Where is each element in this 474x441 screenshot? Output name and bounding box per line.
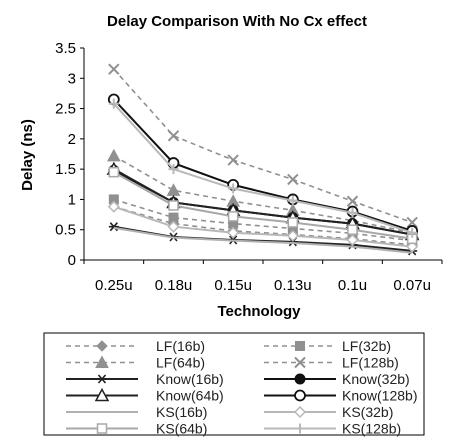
y-tick-label: 1 [68,191,76,208]
series-line [113,103,413,234]
data-point [108,222,119,232]
series-ks-128b [108,98,418,238]
y-tick-label: 3 [68,70,76,87]
data-point [168,200,179,211]
legend-label: Know(64b) [156,388,224,404]
data-point [406,240,419,253]
data-point [286,229,299,242]
series-line [113,198,413,242]
x-tick-label: 0.13u [274,277,312,294]
data-point [108,63,120,75]
data-point [346,195,359,207]
y-axis-ticks: 0 0.5 1 1.5 2 2.5 3 3.5 [55,40,84,269]
legend-item: KS(32b) [264,404,393,420]
legend-label: KS(64b) [156,421,207,437]
data-point [167,130,180,142]
x-tick-label: 0.07u [393,277,431,294]
y-tick-label: 0 [68,252,76,269]
legend-marker [97,374,107,384]
legend-label: LF(32b) [342,338,391,354]
data-point [407,227,418,238]
series-line [113,68,413,224]
legend-marker [294,373,306,385]
legend-label: LF(16b) [156,338,205,354]
data-point [347,224,358,235]
legend-marker [293,405,307,419]
data-point [227,154,239,166]
legend-item: LF(32b) [264,338,391,354]
data-point [106,148,121,162]
series-line [113,155,413,234]
legend-item: Know(64b) [66,388,224,404]
legend-item: LF(128b) [264,355,399,371]
legend-marker [96,340,108,352]
chart-title: Delay Comparison With No Cx effect [107,13,367,30]
series-line [113,98,413,232]
legend-label: Know(16b) [156,371,224,387]
legend-item: LF(16b) [66,338,205,354]
y-axis-title: Delay (ns) [19,119,36,191]
data-point [227,226,240,239]
plot-area [106,63,420,256]
series-line [113,226,413,254]
legend-marker [94,387,110,402]
legend-item: Know(32b) [264,371,410,387]
legend-item: KS(64b) [66,421,207,437]
legend-box [43,332,425,436]
series-line [113,168,413,236]
legend-label: KS(32b) [342,404,393,420]
data-point [347,207,358,218]
data-point [108,98,119,109]
series-lf-128b [108,63,418,229]
series-line [113,171,413,240]
y-tick-label: 1.5 [55,161,76,178]
legend-marker [295,423,305,434]
legend-item: LF(64b) [66,355,205,371]
legend-label: Know(128b) [342,388,418,404]
data-point [107,200,120,213]
x-tick-label: 0.1u [338,277,367,294]
legend-marker [294,389,306,402]
data-point [227,211,239,222]
legend-marker [95,355,109,368]
data-point [228,183,239,194]
x-axis-title: Technology [217,303,301,320]
y-tick-label: 0.5 [55,222,76,239]
legend-item: KS(128b) [264,421,401,437]
series-ks-16b [113,226,413,254]
legend-label: Know(32b) [342,371,410,387]
data-point [168,164,179,175]
legend-marker [294,356,306,369]
data-point [287,195,298,206]
x-tick-label: 0.15u [214,277,252,294]
legend-item: Know(16b) [66,371,224,387]
legend-marker [96,423,108,434]
legend-item: KS(16b) [66,404,207,420]
x-tick-label: 0.18u [155,277,193,294]
legend-marker [295,341,305,351]
data-point [287,173,299,186]
data-point [346,233,359,247]
legend-label: KS(16b) [156,404,207,420]
series-ks-64b [108,166,418,245]
data-point [108,166,120,178]
y-tick-label: 3.5 [55,40,76,57]
y-tick-label: 2 [68,131,76,148]
y-tick-label: 2.5 [55,101,76,118]
legend-label: KS(128b) [342,421,401,437]
data-point [406,216,418,229]
series-ks-32b [107,200,419,253]
legend-label: LF(128b) [342,355,399,371]
x-tick-label: 0.25u [95,277,133,294]
legend-item: Know(128b) [264,388,418,404]
legend-label: LF(64b) [156,355,205,371]
legend: LF(16b) LF(32b)LF(64b) LF(128b)Know(16b) Kn… [66,338,418,437]
series-line [113,205,413,248]
x-axis-ticks: 0.25u 0.18u 0.15u 0.13u 0.1u 0.07u [83,260,443,294]
data-point [167,220,180,233]
data-point [287,217,299,228]
